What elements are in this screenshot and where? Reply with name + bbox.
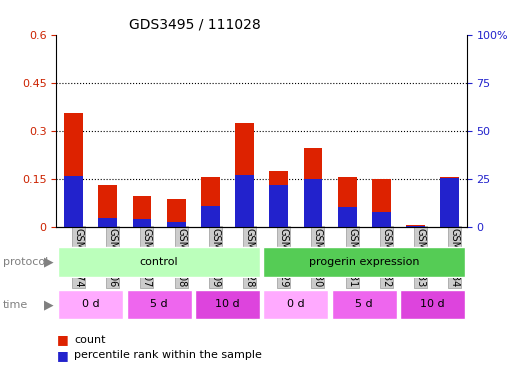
Bar xyxy=(201,207,220,227)
Text: GSM255774: GSM255774 xyxy=(73,227,84,287)
Bar xyxy=(127,290,191,319)
Text: 10 d: 10 d xyxy=(215,299,240,310)
Bar xyxy=(195,290,260,319)
Text: GDS3495 / 111028: GDS3495 / 111028 xyxy=(129,17,261,31)
Text: GSM255807: GSM255807 xyxy=(142,227,152,287)
Text: protocol: protocol xyxy=(3,257,48,267)
Text: GSM255832: GSM255832 xyxy=(381,227,391,287)
Bar xyxy=(58,247,260,277)
Bar xyxy=(58,290,123,319)
Bar xyxy=(263,290,328,319)
Bar xyxy=(304,179,322,227)
Text: ■: ■ xyxy=(56,333,68,346)
Bar xyxy=(269,170,288,227)
Text: GSM255806: GSM255806 xyxy=(108,227,117,287)
Bar xyxy=(132,219,151,227)
Text: ▶: ▶ xyxy=(44,256,54,269)
Bar xyxy=(64,113,83,227)
Text: GSM255828: GSM255828 xyxy=(245,227,254,287)
Bar xyxy=(400,290,465,319)
Text: control: control xyxy=(140,257,179,267)
Text: percentile rank within the sample: percentile rank within the sample xyxy=(74,350,262,360)
Text: GSM255830: GSM255830 xyxy=(313,227,323,287)
Text: 0 d: 0 d xyxy=(82,299,100,310)
Text: time: time xyxy=(3,300,28,310)
Bar xyxy=(269,185,288,227)
Bar xyxy=(406,225,425,227)
Text: GSM255833: GSM255833 xyxy=(416,227,425,287)
Bar xyxy=(332,290,397,319)
Bar xyxy=(338,177,357,227)
Bar xyxy=(235,175,254,227)
Bar xyxy=(440,178,459,227)
Text: GSM255829: GSM255829 xyxy=(279,227,289,287)
Bar xyxy=(406,226,425,227)
Text: ■: ■ xyxy=(56,349,68,362)
Bar xyxy=(64,176,83,227)
Text: count: count xyxy=(74,335,106,345)
Bar xyxy=(167,199,186,227)
Text: GSM255834: GSM255834 xyxy=(450,227,460,287)
Bar xyxy=(98,185,117,227)
Bar xyxy=(372,212,391,227)
Bar xyxy=(132,196,151,227)
Text: GSM255831: GSM255831 xyxy=(347,227,357,287)
Text: 10 d: 10 d xyxy=(420,299,445,310)
Bar xyxy=(338,207,357,227)
Text: progerin expression: progerin expression xyxy=(309,257,420,267)
Bar xyxy=(201,177,220,227)
Text: 5 d: 5 d xyxy=(150,299,168,310)
Bar xyxy=(167,222,186,227)
Bar xyxy=(372,179,391,227)
Bar xyxy=(440,177,459,227)
Text: GSM255808: GSM255808 xyxy=(176,227,186,287)
Bar xyxy=(235,122,254,227)
Bar xyxy=(98,218,117,227)
Bar xyxy=(304,148,322,227)
Text: 5 d: 5 d xyxy=(356,299,373,310)
Bar xyxy=(263,247,465,277)
Text: 0 d: 0 d xyxy=(287,299,305,310)
Text: ▶: ▶ xyxy=(44,298,54,311)
Text: GSM255809: GSM255809 xyxy=(210,227,220,287)
